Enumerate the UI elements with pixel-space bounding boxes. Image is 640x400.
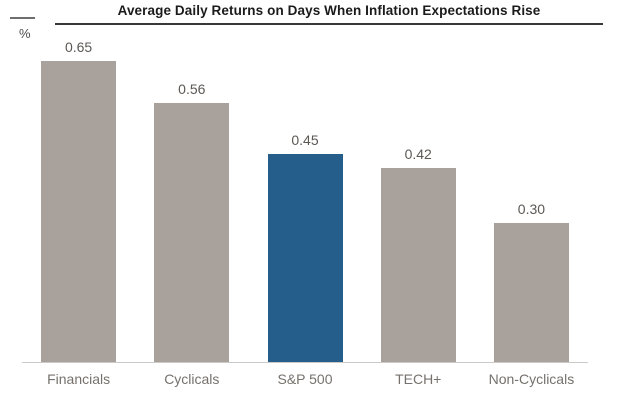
- bar: [154, 103, 230, 362]
- bar-value-label: 0.45: [291, 132, 319, 148]
- bar-value-label: 0.56: [178, 81, 206, 97]
- chart-title: Average Daily Returns on Days When Infla…: [117, 3, 541, 18]
- bar-value-label: 0.65: [64, 39, 93, 55]
- x-axis-label: TECH+: [395, 371, 442, 387]
- x-axis-label: Cyclicals: [164, 371, 220, 387]
- y-axis-tick-line: [10, 17, 35, 19]
- bar: [493, 223, 569, 362]
- bar-value-label: 0.30: [517, 201, 546, 217]
- bar: [380, 168, 456, 362]
- chart-header: Average Daily Returns on Days When Infla…: [55, 0, 603, 25]
- x-axis-label: S&P 500: [277, 371, 333, 387]
- x-axis-label: Non-Cyclicals: [488, 371, 575, 387]
- bar-column: 0.45: [248, 30, 361, 362]
- bar-column: 0.42: [362, 30, 475, 362]
- y-axis-unit-label: %: [19, 26, 31, 41]
- plot-area: 0.65 0.56 0.45 0.42 0.30: [22, 30, 588, 363]
- bar-column: 0.30: [475, 30, 588, 362]
- bar: [41, 61, 117, 362]
- bar-column: 0.65: [22, 30, 135, 362]
- x-axis-label: Financials: [47, 371, 111, 387]
- bar-column: 0.56: [135, 30, 248, 362]
- bar: [267, 154, 343, 362]
- x-axis-labels-row: Financials Cyclicals S&P 500 TECH+ Non-Cycli…: [22, 363, 588, 387]
- bar-value-label: 0.42: [404, 146, 432, 162]
